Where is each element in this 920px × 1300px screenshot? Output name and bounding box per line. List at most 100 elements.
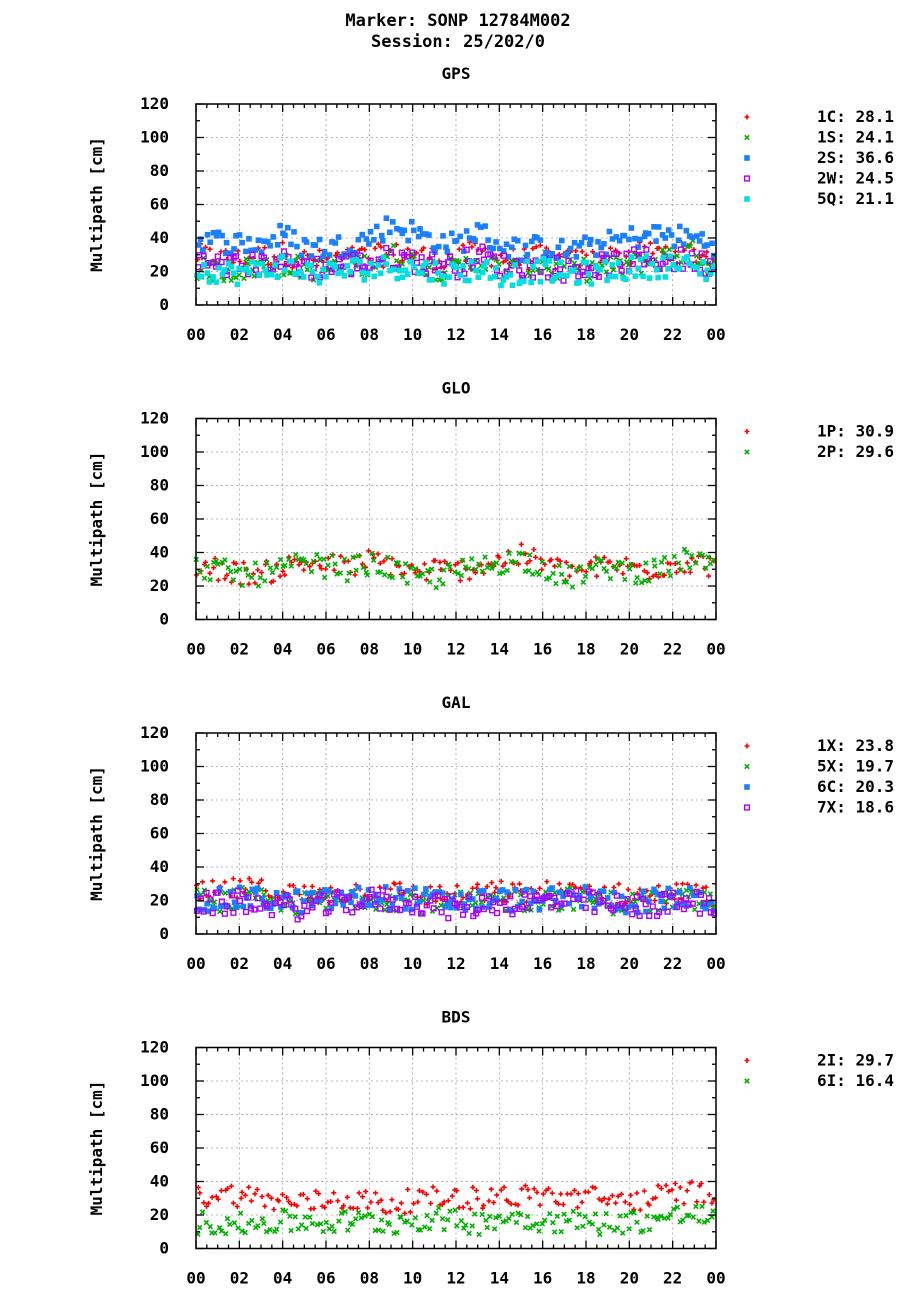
gal-point-7x <box>434 892 442 899</box>
gps-point-5q <box>503 274 510 280</box>
gps-point-1c <box>460 242 466 248</box>
bds-point-6i <box>614 1225 621 1231</box>
glo-point-1p <box>653 571 659 577</box>
gps-point-5q <box>653 266 660 273</box>
bds-point-2i <box>416 1188 422 1194</box>
gps-point-2s <box>546 254 553 261</box>
gps-point-5q <box>230 270 237 276</box>
gps-point-5q <box>684 254 690 260</box>
gps-point-2w <box>613 251 620 258</box>
gps-point-5q <box>402 267 409 273</box>
gal-ytick-label: 60 <box>150 824 169 843</box>
glo-point-2p <box>527 552 533 558</box>
glo-xtick-label: 10 <box>403 640 422 659</box>
bds-xtick-label: 18 <box>576 1269 595 1288</box>
glo-point-1p <box>567 573 573 579</box>
bds-point-6i <box>426 1225 433 1232</box>
bds-point-2i <box>526 1195 532 1201</box>
bds-point-6i <box>226 1221 233 1228</box>
glo-point-2p <box>705 554 711 560</box>
glo-point-2p <box>267 565 274 571</box>
gps-point-2w <box>404 253 411 260</box>
gal-point-7x <box>624 896 631 903</box>
bds-point-2i <box>304 1196 310 1202</box>
bds-point-6i <box>603 1210 609 1217</box>
gal-point-6c <box>486 904 492 910</box>
gps-point-5q <box>274 274 281 281</box>
gal-point-7x <box>207 896 214 903</box>
gps-point-1s <box>243 256 249 262</box>
gal-point-7x <box>320 892 327 899</box>
gps-point-5q <box>564 272 570 279</box>
bds-point-6i <box>496 1213 503 1219</box>
bds-point-2i <box>239 1189 245 1195</box>
gal-xtick-label: 06 <box>316 954 335 973</box>
gps-point-5q <box>364 270 371 277</box>
glo-point-2p <box>563 579 570 585</box>
bds-point-6i <box>690 1214 697 1220</box>
gal-point-1x <box>517 881 523 887</box>
gps-point-1c <box>333 253 339 259</box>
glo-point-2p <box>264 559 270 566</box>
gps-point-1s <box>426 264 433 271</box>
gps-point-1s <box>659 246 666 253</box>
gps-point-2s <box>405 237 412 244</box>
bds-xtick-label: 10 <box>403 1269 422 1288</box>
bds-point-2i <box>467 1206 473 1212</box>
gal-point-7x <box>533 892 540 900</box>
bds-point-2i <box>316 1191 322 1197</box>
bds-point-2i <box>501 1184 507 1190</box>
gps-point-5q <box>326 260 333 266</box>
glo-point-1p <box>259 570 265 576</box>
gps-point-5q <box>626 268 633 275</box>
gal-point-6c <box>672 904 679 911</box>
gps-point-2s <box>246 235 252 242</box>
glo-point-2p <box>466 565 472 572</box>
glo-point-2p <box>536 571 542 578</box>
gal-point-7x <box>677 897 684 904</box>
gps-point-2s <box>387 229 393 236</box>
gal-point-6c <box>676 889 683 896</box>
gps-point-5q <box>462 277 469 284</box>
gps-point-2w <box>308 274 315 281</box>
gps-point-2s <box>420 231 426 237</box>
bds-point-6i <box>317 1220 324 1227</box>
gps-point-2s <box>274 241 281 248</box>
gal-point-6c <box>469 896 476 902</box>
gps-point-1c <box>703 254 709 260</box>
glo-point-2p <box>433 584 439 591</box>
bds-point-6i <box>680 1217 686 1223</box>
gal-point-6c <box>396 886 403 892</box>
bds-point-2i <box>709 1200 715 1206</box>
gal-point-7x <box>366 893 373 901</box>
glo-point-2p <box>506 550 512 557</box>
gps-point-2w <box>500 252 508 259</box>
bds-point-6i <box>476 1231 482 1238</box>
glo-point-2p <box>634 574 640 581</box>
gps-point-2s <box>517 257 524 264</box>
gps-point-5q <box>557 259 564 266</box>
gps-point-2s <box>430 245 437 251</box>
gps-point-1c <box>280 240 286 246</box>
gps-point-2s <box>558 237 565 244</box>
bds-point-2i <box>673 1197 679 1203</box>
bds-point-6i <box>380 1228 386 1235</box>
gal-point-7x <box>263 902 271 910</box>
bds-point-6i <box>561 1211 567 1218</box>
bds-point-2i <box>637 1207 643 1213</box>
gps-point-5q <box>246 269 253 276</box>
gal-point-6c <box>359 898 366 904</box>
gal-point-6c <box>309 889 316 896</box>
gps-point-1s <box>228 277 235 284</box>
glo-point-2p <box>230 576 237 583</box>
glo-point-1p <box>422 561 428 567</box>
gps-point-2s <box>379 238 386 244</box>
bds-point-2i <box>488 1186 494 1192</box>
gal-point-6c <box>658 898 664 904</box>
glo-point-2p <box>693 560 699 566</box>
glo-point-2p <box>493 560 500 566</box>
glo-point-2p <box>285 556 292 563</box>
gal-point-1x <box>309 883 315 889</box>
gps-point-2w <box>214 253 221 260</box>
gps-point-2s <box>704 242 710 248</box>
